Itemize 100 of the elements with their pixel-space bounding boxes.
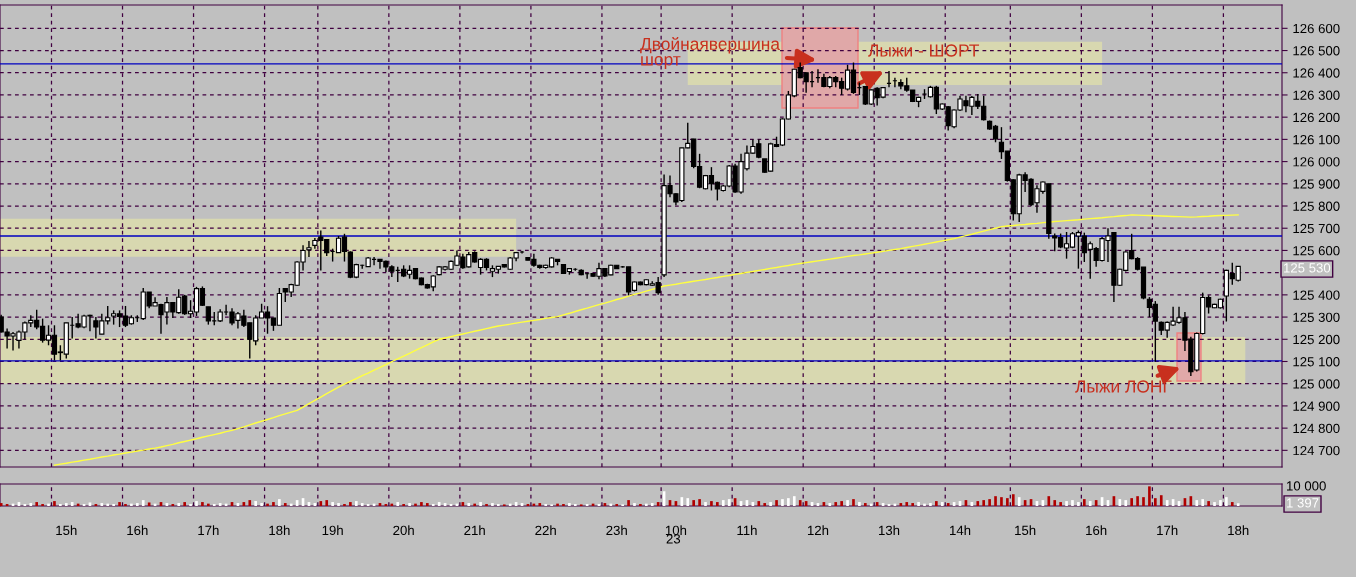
bar <box>1165 500 1169 506</box>
bar <box>1213 502 1216 506</box>
bar <box>195 501 198 506</box>
bar <box>710 501 713 506</box>
bar <box>272 502 275 506</box>
bar <box>278 499 281 506</box>
y-tick-label: 125 800 <box>1293 201 1340 211</box>
y-tick-label: 126 400 <box>1293 68 1340 78</box>
bar <box>283 503 287 506</box>
bar <box>1195 500 1199 506</box>
line-series <box>53 214 1239 466</box>
x-tick-label: 17h <box>1157 525 1178 535</box>
bar <box>64 503 68 506</box>
bar <box>325 500 329 506</box>
bar <box>1118 499 1122 506</box>
bar <box>538 503 542 506</box>
y-tick-label: 126 600 <box>1293 23 1340 34</box>
x-tick-label: 18h <box>269 525 290 536</box>
bar <box>828 503 832 506</box>
bar <box>1219 500 1222 506</box>
bar <box>792 496 796 506</box>
bar <box>1225 497 1228 506</box>
bar <box>609 503 613 506</box>
bar <box>1071 500 1074 506</box>
text: 23 <box>666 534 681 544</box>
bar <box>47 503 50 506</box>
bar <box>763 503 767 506</box>
bar <box>396 502 400 506</box>
bar <box>982 500 986 506</box>
bar <box>568 503 571 506</box>
bar <box>905 502 909 506</box>
bar <box>1088 501 1092 506</box>
bar <box>0 503 3 506</box>
bar <box>852 499 855 506</box>
bar <box>863 503 867 506</box>
bar <box>201 502 204 506</box>
bar <box>834 502 838 506</box>
candlestick <box>306 240 312 258</box>
bar <box>846 500 849 506</box>
x-tick-label: 23h <box>606 525 627 536</box>
bar <box>491 503 494 506</box>
y-tick-label: 124 700 <box>1293 445 1340 456</box>
bar <box>390 503 394 506</box>
bar <box>354 501 358 506</box>
bar <box>70 502 74 506</box>
bar <box>940 502 944 506</box>
y-tick-label: 125 300 <box>1293 312 1340 322</box>
bar <box>798 500 802 506</box>
bar <box>508 503 512 506</box>
bar <box>686 498 690 506</box>
bar <box>426 503 429 506</box>
x-tick-label: 15h <box>1015 525 1036 536</box>
y-tick-label: 125 900 <box>1293 179 1340 189</box>
bar <box>633 503 636 506</box>
bar <box>775 500 778 506</box>
bar <box>1082 499 1086 506</box>
bar <box>1065 501 1068 506</box>
bar <box>1159 495 1163 506</box>
bar <box>1136 496 1139 506</box>
bar <box>1006 498 1009 506</box>
bar <box>1230 502 1234 506</box>
bar <box>650 503 654 506</box>
bar <box>408 503 411 506</box>
bar <box>289 503 293 506</box>
y-tick-label: 125 000 <box>1293 379 1340 389</box>
bar <box>769 502 772 506</box>
bar <box>935 501 938 506</box>
bar <box>692 500 696 506</box>
bar <box>1011 494 1015 506</box>
bar <box>1053 500 1057 506</box>
bar <box>781 499 784 506</box>
x-tick-label: 15h <box>56 525 77 536</box>
y-tick-label: 126 200 <box>1293 112 1340 123</box>
bar <box>757 501 761 506</box>
bar <box>53 501 56 506</box>
bar <box>858 502 861 506</box>
bar <box>29 503 33 506</box>
x-tick-label: 16h <box>1086 525 1107 536</box>
bar <box>1142 497 1145 506</box>
bar <box>1047 496 1051 506</box>
bar <box>479 502 482 506</box>
bar <box>331 502 334 506</box>
bar <box>1000 497 1003 506</box>
bar <box>414 503 417 506</box>
x-tick-label: 12h <box>807 525 829 535</box>
bar <box>840 501 843 506</box>
y-tick-label: 126 300 <box>1293 90 1340 100</box>
y-tick-label: 125 400 <box>1293 290 1340 300</box>
bar <box>716 502 719 506</box>
bar <box>183 502 186 506</box>
bar <box>118 502 121 506</box>
bar <box>260 503 263 506</box>
bar <box>698 499 701 506</box>
bar <box>254 501 258 506</box>
bar <box>130 503 133 506</box>
bar <box>437 502 441 506</box>
bar <box>360 503 364 506</box>
bar <box>207 503 210 506</box>
bar <box>976 501 980 506</box>
bar <box>1124 500 1128 506</box>
